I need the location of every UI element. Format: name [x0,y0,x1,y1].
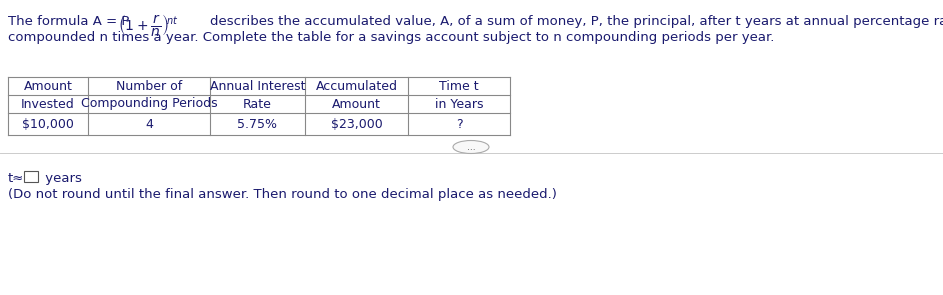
Text: Amount: Amount [24,79,73,93]
Text: in Years: in Years [435,98,483,111]
Text: Compounding Periods: Compounding Periods [81,98,217,111]
Text: ...: ... [467,142,475,152]
Text: $\left(1+\dfrac{r}{n}\right)^{\!nt}$: $\left(1+\dfrac{r}{n}\right)^{\!nt}$ [118,12,179,38]
Text: The formula A = P: The formula A = P [8,15,129,28]
Text: years: years [41,172,82,185]
Text: Accumulated: Accumulated [316,79,398,93]
Text: Time t: Time t [439,79,479,93]
Text: $10,000: $10,000 [22,117,74,130]
Text: Amount: Amount [332,98,381,111]
Bar [24,171,38,182]
Text: ?: ? [455,117,462,130]
Text: Annual Interest: Annual Interest [209,79,306,93]
Text: 5.75%: 5.75% [238,117,277,130]
Text: compounded n times a year. Complete the table for a savings account subject to n: compounded n times a year. Complete the … [8,31,774,44]
Text: t≈: t≈ [8,172,25,185]
Text: Rate: Rate [243,98,272,111]
Text: (Do not round until the final answer. Then round to one decimal place as needed.: (Do not round until the final answer. Th… [8,188,557,201]
Ellipse shape [453,140,489,153]
Text: 4: 4 [145,117,153,130]
Text: Invested: Invested [21,98,74,111]
Text: Number of: Number of [116,79,182,93]
Text: describes the accumulated value, A, of a sum of money, P, the principal, after t: describes the accumulated value, A, of a… [210,15,943,28]
Text: $23,000: $23,000 [331,117,382,130]
